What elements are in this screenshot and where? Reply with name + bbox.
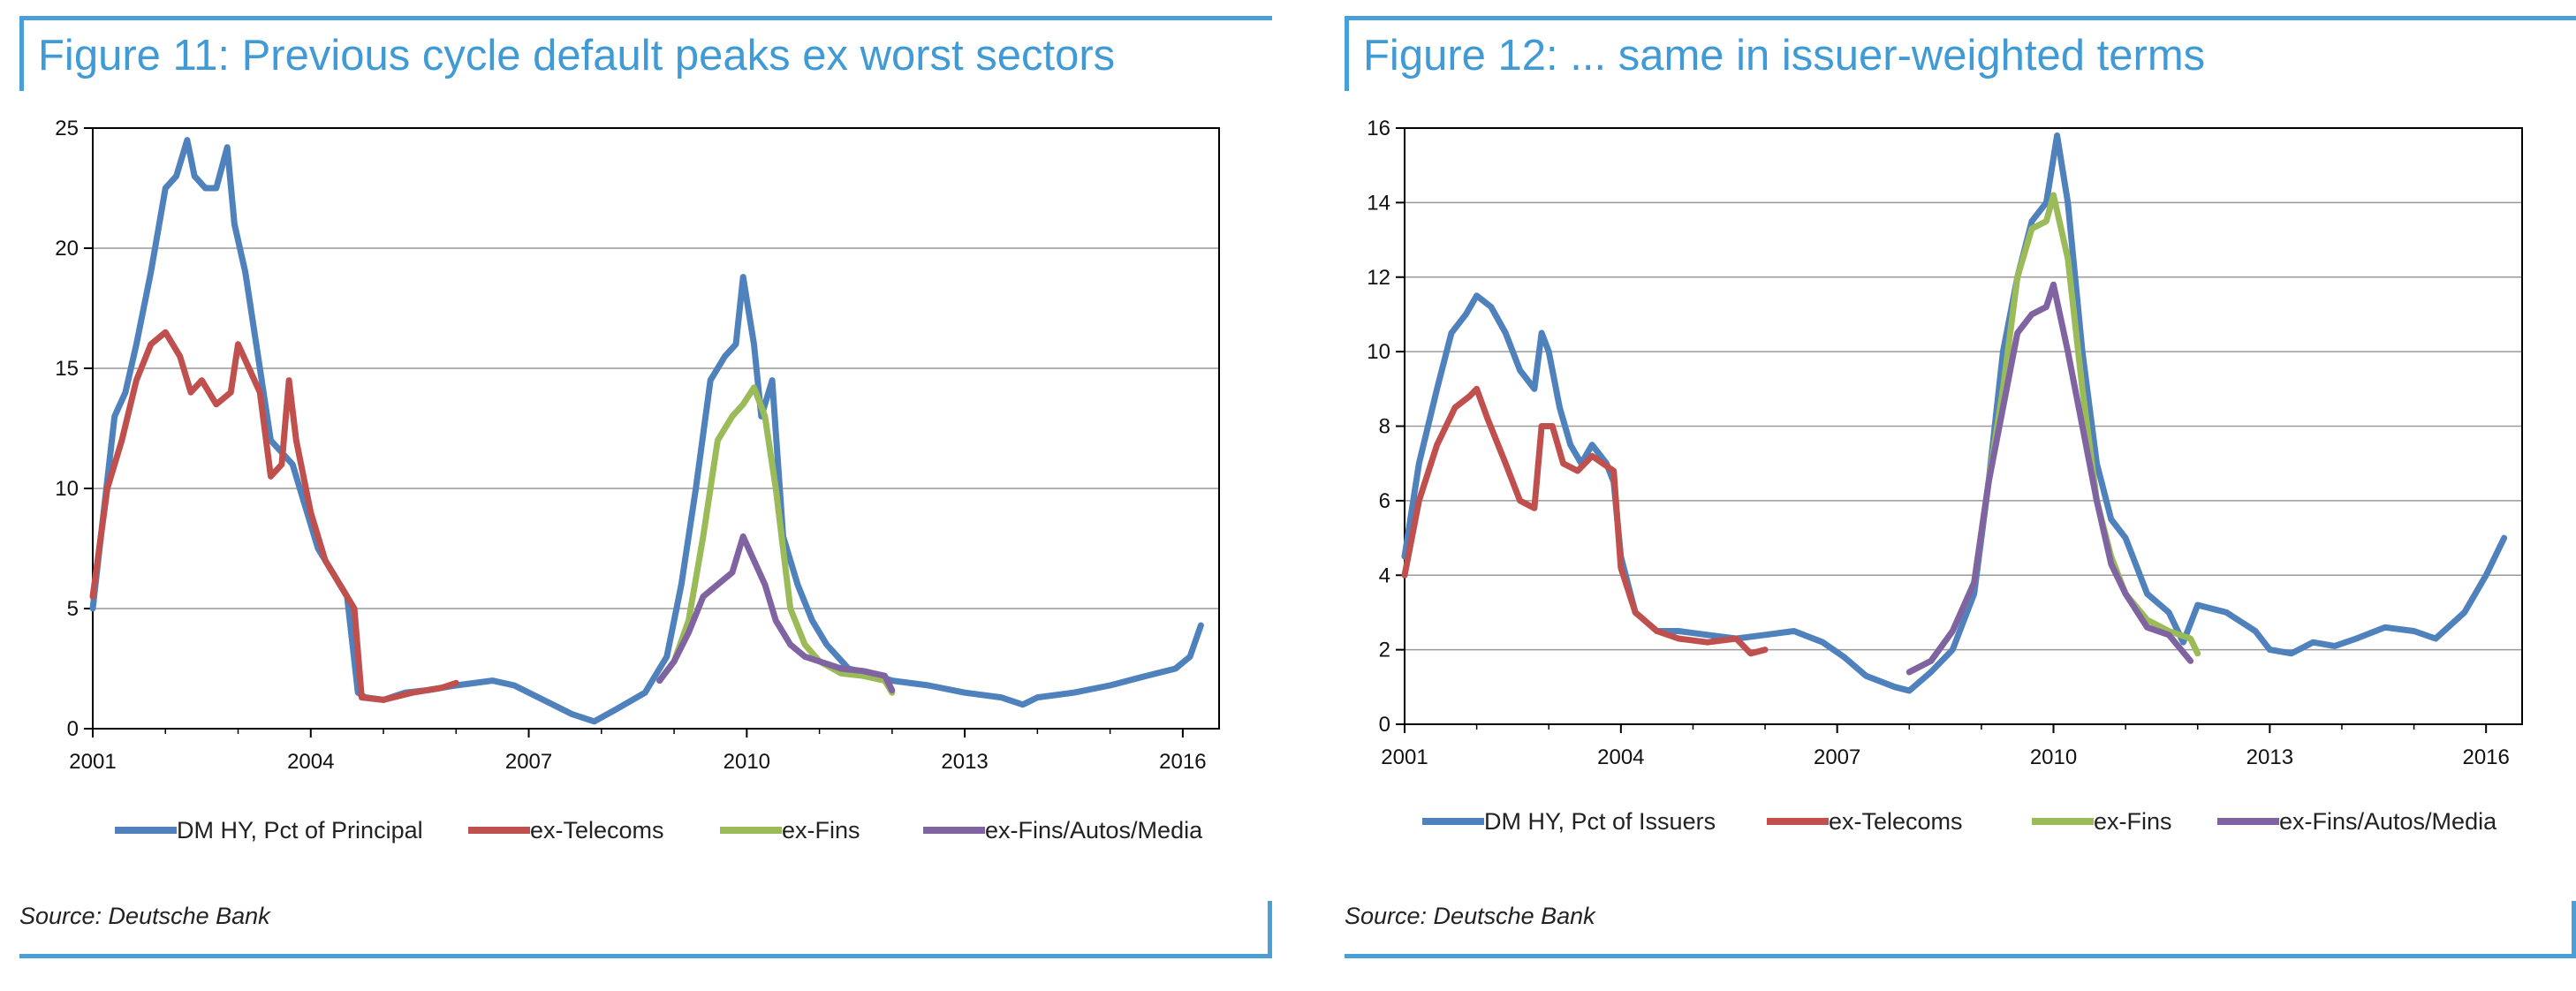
y-tick-label: 10 [55, 477, 79, 501]
figure-12-title: Figure 12: ... same in issuer-weighted t… [1345, 16, 2576, 91]
x-tick-label: 2004 [1597, 745, 1644, 769]
figure-12-frame-right [2572, 901, 2576, 958]
y-tick-label: 20 [55, 237, 79, 261]
x-tick-label: 2007 [505, 750, 552, 774]
y-tick-label: 15 [55, 357, 79, 381]
y-tick-label: 0 [67, 717, 79, 741]
figure-11-title: Figure 11: Previous cycle default peaks … [19, 16, 1272, 91]
x-tick-label: 2007 [1814, 745, 1860, 769]
legend-label: DM HY, Pct of Principal [177, 817, 423, 843]
y-tick-label: 12 [1367, 266, 1390, 290]
series-line-dm-hy-pct-of-principal [89, 137, 1204, 725]
x-tick-label: 2010 [724, 750, 770, 774]
series-line-dm-hy-pct-of-issuers [1401, 132, 2508, 694]
plot-area-border [92, 127, 1220, 730]
figure-12-frame-bottom [1345, 954, 2576, 958]
figure-12-panel: Figure 12: ... same in issuer-weighted t… [1325, 0, 2576, 991]
x-tick-label: 2013 [941, 750, 988, 774]
figure-12-chart: 0 2 4 6 8 10 12 14 16 2001 2004 2007 2010 2013 2016 DM … [1367, 117, 2523, 835]
y-tick-label: 0 [1379, 713, 1390, 737]
legend-label: ex-Telecoms [1829, 808, 1963, 835]
legend-label: ex-Fins/Autos/Media [2279, 808, 2497, 835]
series-line-ex-telecoms [1401, 385, 1769, 657]
x-tick-label: 2016 [1159, 750, 1206, 774]
series-line-ex-fins-autos-media [1905, 281, 2194, 676]
legend-label: ex-Fins/Autos/Media [985, 817, 1203, 843]
y-tick-label: 4 [1379, 564, 1390, 587]
figure-11-frame-right [1268, 901, 1272, 958]
y-tick-label: 10 [1367, 340, 1390, 364]
legend-label: DM HY, Pct of Issuers [1484, 808, 1716, 835]
series-line-ex-fins-autos-media [656, 533, 896, 693]
series-line-ex-telecoms [89, 329, 459, 703]
x-tick-label: 2004 [287, 750, 334, 774]
y-tick-label: 5 [67, 597, 79, 621]
series-line-ex-fins [656, 384, 896, 696]
figure-11-source: Source: Deutsche Bank [19, 903, 270, 929]
y-tick-label: 6 [1379, 489, 1390, 513]
x-tick-label: 2016 [2462, 745, 2509, 769]
figure-11-chart: 0 5 10 15 20 25 2001 2004 2007 2010 2013 2016 DM HY,… [55, 117, 1220, 843]
y-tick-label: 25 [55, 117, 79, 140]
x-tick-label: 2013 [2246, 745, 2293, 769]
y-tick-label: 2 [1379, 639, 1390, 662]
y-tick-label: 16 [1367, 117, 1390, 140]
plot-area-border [1404, 127, 2523, 725]
legend-label: ex-Telecoms [530, 817, 664, 843]
figure-11-panel: Figure 11: Previous cycle default peaks … [0, 0, 1272, 991]
figure-12-source: Source: Deutsche Bank [1345, 903, 1595, 929]
legend-label: ex-Fins [2094, 808, 2172, 835]
x-tick-label: 2001 [1381, 745, 1428, 769]
x-tick-label: 2001 [69, 750, 116, 774]
x-tick-label: 2010 [2030, 745, 2077, 769]
figure-11-frame-bottom [19, 954, 1272, 958]
legend-label: ex-Fins [782, 817, 860, 843]
y-tick-label: 8 [1379, 415, 1390, 439]
y-tick-label: 14 [1367, 191, 1390, 215]
